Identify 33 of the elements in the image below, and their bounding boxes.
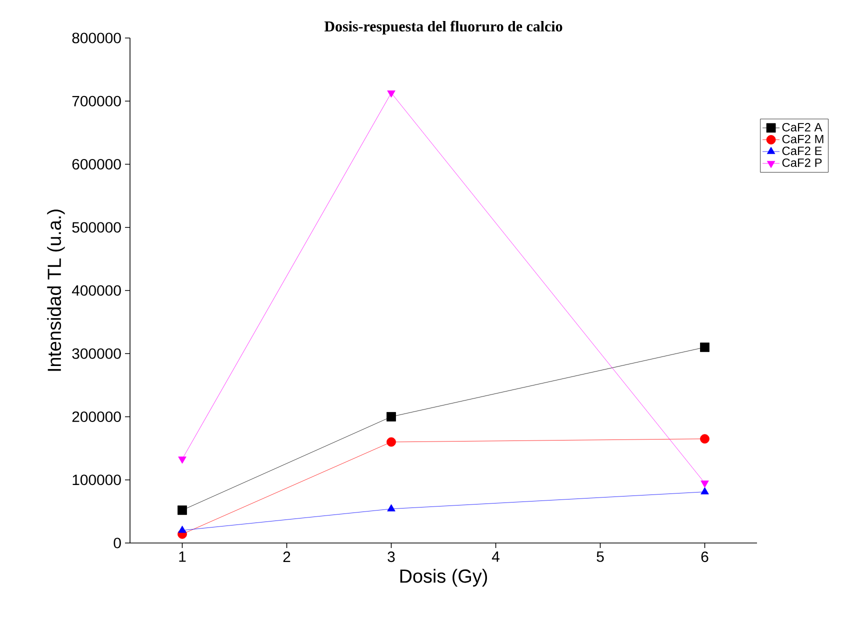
point	[178, 456, 186, 464]
legend-label: CaF2 A	[782, 122, 822, 132]
y-tick-label: 500000	[72, 222, 121, 233]
point	[700, 487, 709, 494]
y-tick-label: 300000	[72, 348, 121, 359]
y-tick-label: 600000	[72, 158, 121, 170]
point	[700, 342, 710, 352]
point	[178, 526, 186, 533]
point	[700, 434, 710, 444]
y-tick-label: 800000	[72, 32, 121, 44]
point	[387, 504, 396, 512]
y-tick-label: 100000	[72, 474, 121, 486]
x-tick-label: 5	[596, 552, 604, 562]
point	[386, 412, 396, 422]
legend-label: CaF2 M	[782, 134, 824, 144]
y-tick-label: 700000	[72, 96, 121, 106]
y-tick-label: 0	[114, 538, 121, 548]
legend-label: CaF2 E	[782, 146, 822, 156]
point	[700, 480, 709, 488]
y-tick-label: 200000	[72, 411, 121, 422]
y-tick-label: 400000	[72, 285, 121, 296]
x-tick-label: 6	[701, 552, 708, 562]
x-tick-label: 3	[388, 552, 395, 562]
chart-title: Dosis-respuesta del fluoruro de calcio	[324, 20, 562, 34]
point	[386, 437, 396, 447]
legend-label: CaF2 P	[782, 158, 822, 167]
point	[178, 505, 187, 515]
y-axis-title: Intensidad TL (u.a.)	[47, 210, 65, 371]
point	[387, 90, 396, 98]
x-axis-title: Dosis (Gy)	[400, 568, 487, 587]
x-tick-label: 1	[179, 552, 186, 562]
x-tick-label: 2	[283, 552, 290, 562]
x-tick-label: 4	[492, 552, 500, 562]
